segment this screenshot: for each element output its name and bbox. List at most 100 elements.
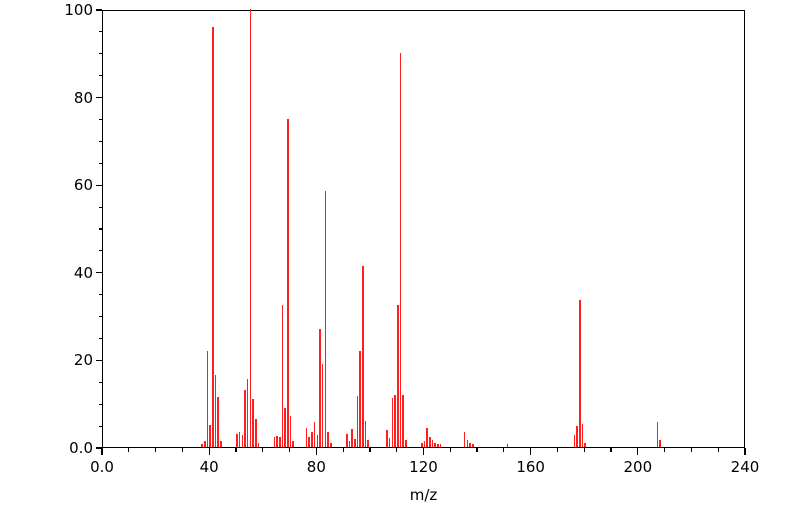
x-axis-label: m/z [409, 486, 438, 504]
x-tick-label: 160 [516, 458, 545, 476]
x-tick-label: 240 [730, 458, 760, 476]
y-tick-label: 0.0 [69, 439, 93, 457]
x-minor-tick [396, 448, 398, 452]
y-minor-tick [98, 31, 102, 33]
spectrum-bar [329, 442, 332, 447]
spectrum-bar [311, 432, 313, 447]
spectrum-bar [351, 429, 353, 447]
y-minor-tick [98, 425, 102, 427]
spectrum-bar [212, 26, 214, 447]
spectrum-bar [319, 328, 321, 447]
spectrum-bar [214, 374, 217, 447]
y-major-tick [95, 447, 102, 449]
x-minor-tick [128, 448, 130, 452]
y-minor-tick [98, 206, 102, 208]
spectrum-bar [659, 440, 662, 447]
y-tick-label: 60 [73, 176, 93, 195]
spectrum-bar [292, 441, 294, 447]
spectrum-bar [204, 441, 206, 447]
spectrum-bar [362, 266, 364, 447]
spectrum-bar [346, 434, 348, 447]
spectrum-bar [238, 431, 241, 447]
spectrum-bar [327, 431, 329, 447]
y-major-tick [95, 9, 102, 11]
spectrum-bar [321, 363, 324, 447]
x-minor-tick [181, 448, 183, 452]
x-minor-tick [610, 448, 612, 452]
y-tick-label: 20 [73, 351, 93, 370]
y-minor-tick [98, 250, 102, 252]
spectrum-bar [584, 442, 587, 447]
y-major-tick [95, 97, 102, 99]
spectrum-bars-layer [103, 9, 744, 447]
spectrum-bar [431, 439, 434, 447]
spectrum-bar [313, 421, 316, 447]
x-tick-label: 0.0 [90, 458, 114, 476]
x-major-tick [530, 448, 532, 455]
spectrum-bar [324, 190, 327, 447]
spectrum-bar [426, 428, 428, 447]
spectrum-bar [364, 420, 367, 447]
x-tick-label: 80 [306, 458, 326, 476]
y-tick-label: 40 [73, 263, 93, 282]
spectrum-bar [287, 118, 289, 447]
x-major-tick [744, 448, 746, 455]
y-minor-tick [98, 75, 102, 77]
spectrum-bar [391, 397, 394, 447]
x-minor-tick [690, 448, 692, 452]
spectrum-bar [281, 305, 284, 447]
spectrum-bar [396, 304, 399, 447]
x-minor-tick [664, 448, 666, 452]
x-major-tick [101, 448, 103, 455]
spectrum-bar [276, 435, 278, 447]
x-minor-tick [288, 448, 291, 452]
y-minor-tick [98, 228, 102, 230]
spectrum-bar [471, 444, 474, 447]
spectrum-bar [463, 431, 466, 447]
spectrum-bar [273, 436, 276, 447]
x-minor-tick [369, 448, 371, 452]
y-minor-tick [98, 162, 102, 164]
x-minor-tick [235, 448, 237, 452]
x-major-tick [422, 448, 425, 455]
y-major-tick [95, 184, 102, 186]
spectrum-bar [254, 418, 257, 447]
spectrum-bar [217, 396, 219, 447]
spectrum-bar [241, 434, 244, 447]
spectrum-bar [581, 423, 584, 447]
spectrum-bar [257, 442, 260, 447]
x-minor-tick [583, 448, 585, 452]
x-minor-tick [154, 448, 157, 452]
spectrum-bar [244, 390, 246, 447]
spectrum-bar [437, 443, 439, 447]
spectrum-bar [252, 398, 254, 447]
x-tick-label: 200 [623, 458, 653, 476]
spectrum-bar [348, 440, 351, 447]
y-minor-tick [98, 337, 102, 340]
spectrum-bar [579, 300, 581, 447]
spectrum-bar [236, 433, 238, 447]
x-minor-tick [503, 448, 505, 452]
spectrum-bar [220, 440, 222, 447]
spectrum-bar [356, 396, 359, 447]
spectrum-bar [434, 442, 436, 447]
spectrum-bar [466, 439, 469, 447]
spectrum-bar [359, 350, 361, 447]
x-minor-tick [556, 448, 559, 452]
y-minor-tick [98, 403, 102, 405]
spectrum-bar [399, 52, 402, 447]
spectrum-bar [289, 416, 292, 447]
spectrum-bar [402, 394, 404, 447]
y-minor-tick [98, 118, 102, 121]
x-minor-tick [262, 448, 264, 452]
y-tick-label: 100 [64, 1, 93, 19]
spectrum-bar [423, 440, 426, 447]
spectrum-bar [201, 443, 203, 447]
spectrum-bar [206, 350, 209, 447]
spectrum-bar [404, 440, 407, 447]
x-major-tick [315, 448, 317, 455]
x-minor-tick [342, 448, 344, 452]
spectrum-bar [576, 426, 578, 447]
x-minor-tick [476, 448, 478, 452]
